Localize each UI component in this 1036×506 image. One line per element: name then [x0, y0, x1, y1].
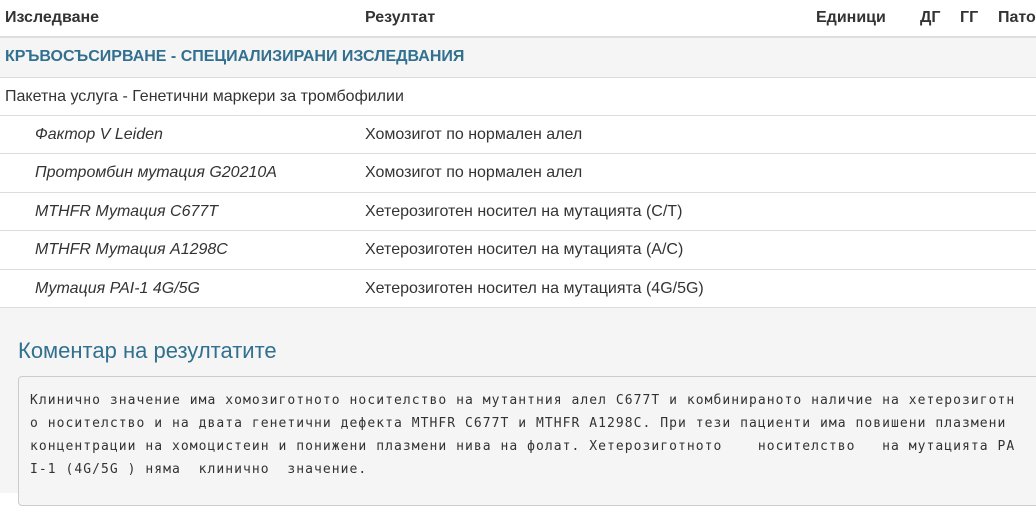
comment-line: Клинично значение има хомозиготното носи… [30, 393, 1016, 408]
test-result: Хомозигот по нормален алел [365, 126, 583, 143]
test-name: Фактор V Leiden [35, 126, 163, 143]
column-header: Изследване [5, 9, 100, 26]
package-title: Пакетна услуга - Генетични маркери за тр… [5, 88, 404, 105]
result-row: Протромбин мутация G20210A Хомозигот по н… [0, 153, 1036, 192]
column-header: Резултат [365, 9, 436, 26]
column-header: Единици [816, 9, 886, 26]
header-row: Изследване Резултат Единици ДГ ГГ Пато [0, 0, 1036, 38]
test-result: Хетерозиготен носител на мутацията (4G/5… [365, 280, 704, 297]
section-row: КРЪВОСЪСИРВАНЕ - СПЕЦИАЛИЗИРАНИ ИЗСЛЕДВА… [0, 38, 1036, 77]
test-name: MTHFR Мутация A1298C [35, 241, 228, 258]
comment-title: Коментар на резултатите [18, 338, 277, 363]
comment-box [18, 376, 1036, 506]
column-header: ДГ [920, 9, 941, 26]
result-row: MTHFR Мутация C677T Хетерозиготен носител… [0, 192, 1036, 230]
test-name: MTHFR Мутация C677T [35, 203, 219, 220]
column-header: Пато [998, 9, 1036, 26]
test-name: Протромбин мутация G20210A [35, 164, 277, 181]
result-row: Мутация PAI-1 4G/5G Хетерозиготен носител… [0, 269, 1036, 307]
column-header: ГГ [960, 9, 979, 26]
comment-line: концентрации на хомоцистеин и понижени п… [30, 439, 1016, 454]
section-title: КРЪВОСЪСИРВАНЕ - СПЕЦИАЛИЗИРАНИ ИЗСЛЕДВА… [5, 48, 465, 65]
result-row: MTHFR Мутация A1298C Хетерозиготен носите… [0, 230, 1036, 269]
test-result: Хомозигот по нормален алел [365, 164, 583, 181]
package-row: Пакетна услуга - Генетични маркери за тр… [0, 77, 1036, 115]
test-result: Хетерозиготен носител на мутацията (A/C) [365, 241, 684, 258]
test-name: Мутация PAI-1 4G/5G [35, 280, 200, 297]
test-result: Хетерозиготен носител на мутацията (C/T) [365, 203, 683, 220]
result-row: Фактор V Leiden Хомозигот по нормален але… [0, 115, 1036, 153]
comment-line: о носителство и на двата генетични дефек… [30, 416, 1007, 431]
comment-line: I-1 (4G/5G ) няма клинично значение. [30, 462, 368, 477]
